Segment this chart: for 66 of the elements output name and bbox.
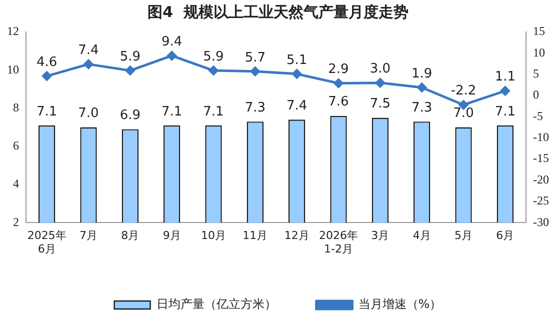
y-tick-label: 6 (13, 138, 19, 153)
point (208, 66, 218, 76)
y2-tick-label: 5 (533, 66, 540, 81)
data-label: 3.0 (370, 62, 391, 77)
x-tick-label: 4月 (412, 229, 431, 242)
data-label: 5.1 (286, 52, 308, 68)
y2-tick-label: 0 (533, 88, 540, 102)
data-label: 7.6 (328, 94, 349, 110)
legend-label: 当月增速（%） (358, 297, 442, 312)
data-label: 7.0 (78, 106, 99, 122)
y-tick-label: 4 (13, 176, 19, 191)
data-label: 7.1 (161, 104, 182, 120)
point (125, 66, 135, 76)
point (375, 78, 385, 88)
legend-label: 日均产量（亿立方米） (156, 297, 276, 312)
x-tick-label: 8月 (121, 229, 140, 242)
data-label: 7.3 (411, 100, 432, 116)
chart-title: 图4 规模以上工业天然气产量月度走势 (148, 2, 408, 21)
data-label: 1.1 (494, 70, 516, 85)
point (42, 71, 52, 81)
x-tick-label: 2026年 1-2月 (319, 229, 358, 256)
data-label: 1.9 (411, 66, 432, 82)
data-label: 7.1 (494, 104, 516, 120)
y-tick-label: 2 (13, 214, 19, 229)
x-tick-label: 5月 (454, 229, 473, 242)
data-label: 6.9 (120, 108, 141, 124)
data-label: 5.9 (203, 49, 224, 64)
x-tick-label: 11月 (242, 229, 268, 242)
data-label: 5.7 (244, 50, 266, 66)
y-tick-label: 8 (13, 100, 19, 114)
y2-tick-label: -30 (533, 214, 550, 229)
data-label: 7.5 (370, 96, 391, 112)
point (84, 59, 94, 69)
x-tick-label: 10月 (201, 229, 226, 242)
data-label: 7.0 (453, 106, 474, 122)
point (334, 78, 344, 88)
data-label: 4.6 (36, 54, 58, 70)
y2-tick-label: -25 (533, 194, 550, 208)
data-label: 7.3 (244, 100, 266, 116)
point (292, 69, 302, 79)
point (417, 82, 427, 92)
y2-tick-label: -20 (533, 172, 550, 186)
y-tick-label: 10 (7, 62, 19, 76)
data-label: 2.9 (328, 62, 349, 78)
y2-tick-label: -15 (533, 151, 550, 166)
point (167, 50, 177, 60)
data-label: -2.2 (450, 84, 476, 99)
y2-tick-label: 10 (533, 45, 546, 60)
x-tick-label: 12月 (284, 229, 310, 242)
data-label: 7.4 (78, 43, 99, 58)
y2-tick-label: 15 (533, 24, 546, 38)
y2-tick-label: -10 (533, 130, 550, 144)
x-tick-label: 7月 (80, 229, 98, 242)
x-tick-label: 3月 (371, 229, 390, 242)
x-tick-label: 9月 (162, 229, 181, 242)
x-tick-label: 6月 (496, 229, 514, 242)
point (500, 86, 510, 96)
point (250, 66, 260, 76)
y-tick-label: 12 (7, 24, 19, 38)
data-label: 7.4 (286, 98, 308, 114)
data-label: 5.9 (120, 49, 141, 64)
data-label: 7.1 (203, 104, 224, 120)
y2-tick-label: -5 (533, 108, 544, 123)
data-label: 7.1 (36, 104, 58, 120)
x-tick-label: 2025年 6月 (27, 229, 66, 256)
data-label: 9.4 (161, 34, 182, 50)
